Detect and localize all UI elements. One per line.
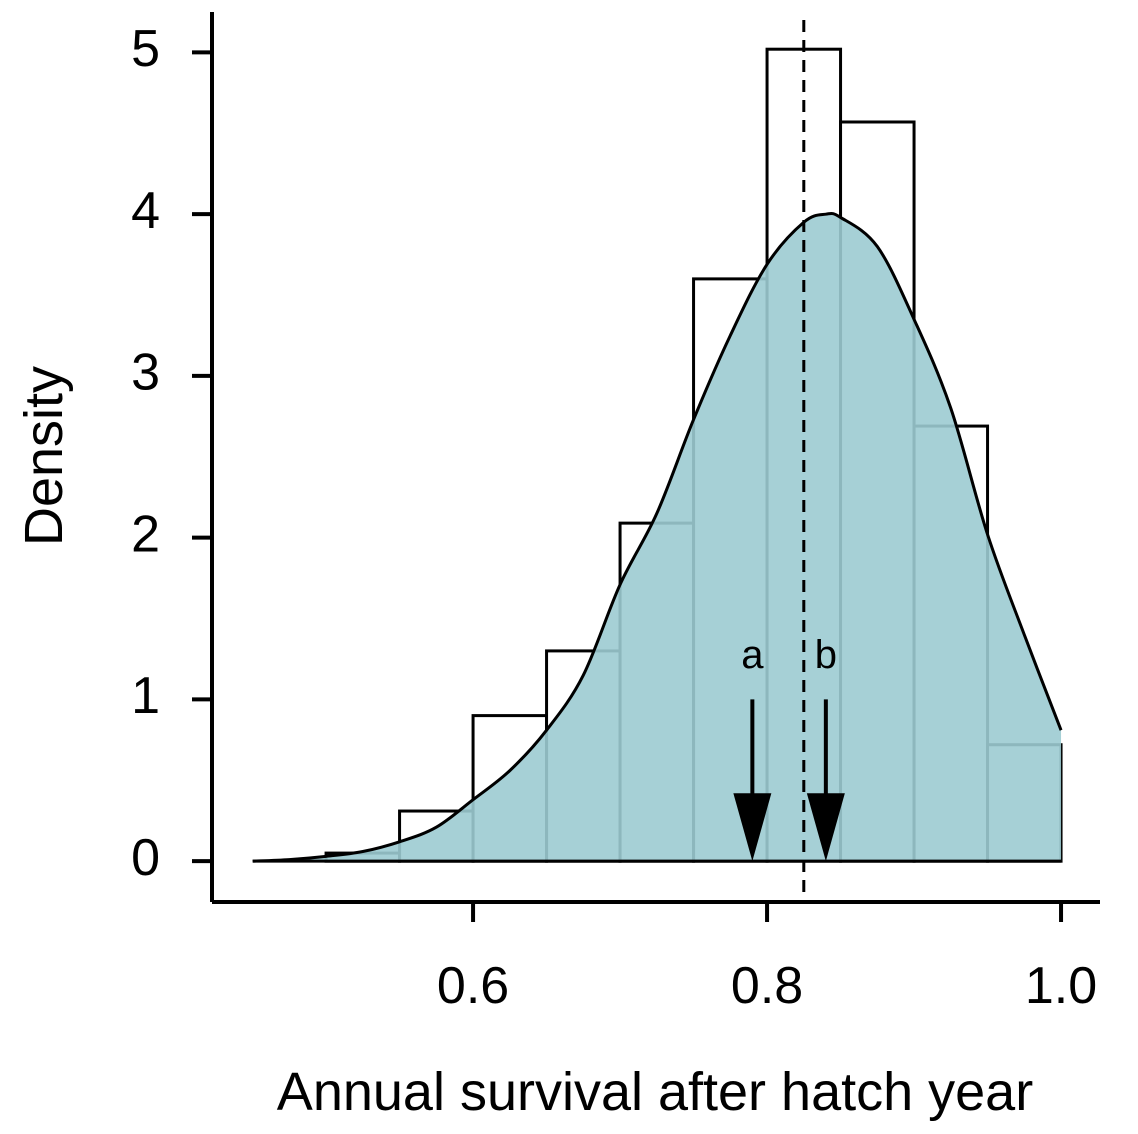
arrow-head (733, 793, 772, 862)
density-area (252, 213, 1062, 862)
y-tick-label: 3 (131, 344, 160, 402)
x-tick-label: 1.0 (1025, 957, 1097, 1015)
annotation-label: a (741, 633, 764, 677)
y-tick-label: 2 (131, 505, 160, 563)
x-axis-label: Annual survival after hatch year (277, 1062, 1033, 1122)
annotation-label: b (815, 633, 837, 677)
y-tick-label: 5 (131, 20, 160, 78)
density-curve (252, 211, 1063, 863)
x-tick-label: 0.8 (731, 957, 803, 1015)
y-tick-label: 4 (131, 182, 160, 240)
y-tick-label: 0 (131, 829, 160, 887)
y-axis-label: Density (14, 366, 74, 546)
arrow-head (806, 793, 845, 862)
y-tick-label: 1 (131, 667, 160, 725)
x-tick-label: 0.6 (437, 957, 509, 1015)
